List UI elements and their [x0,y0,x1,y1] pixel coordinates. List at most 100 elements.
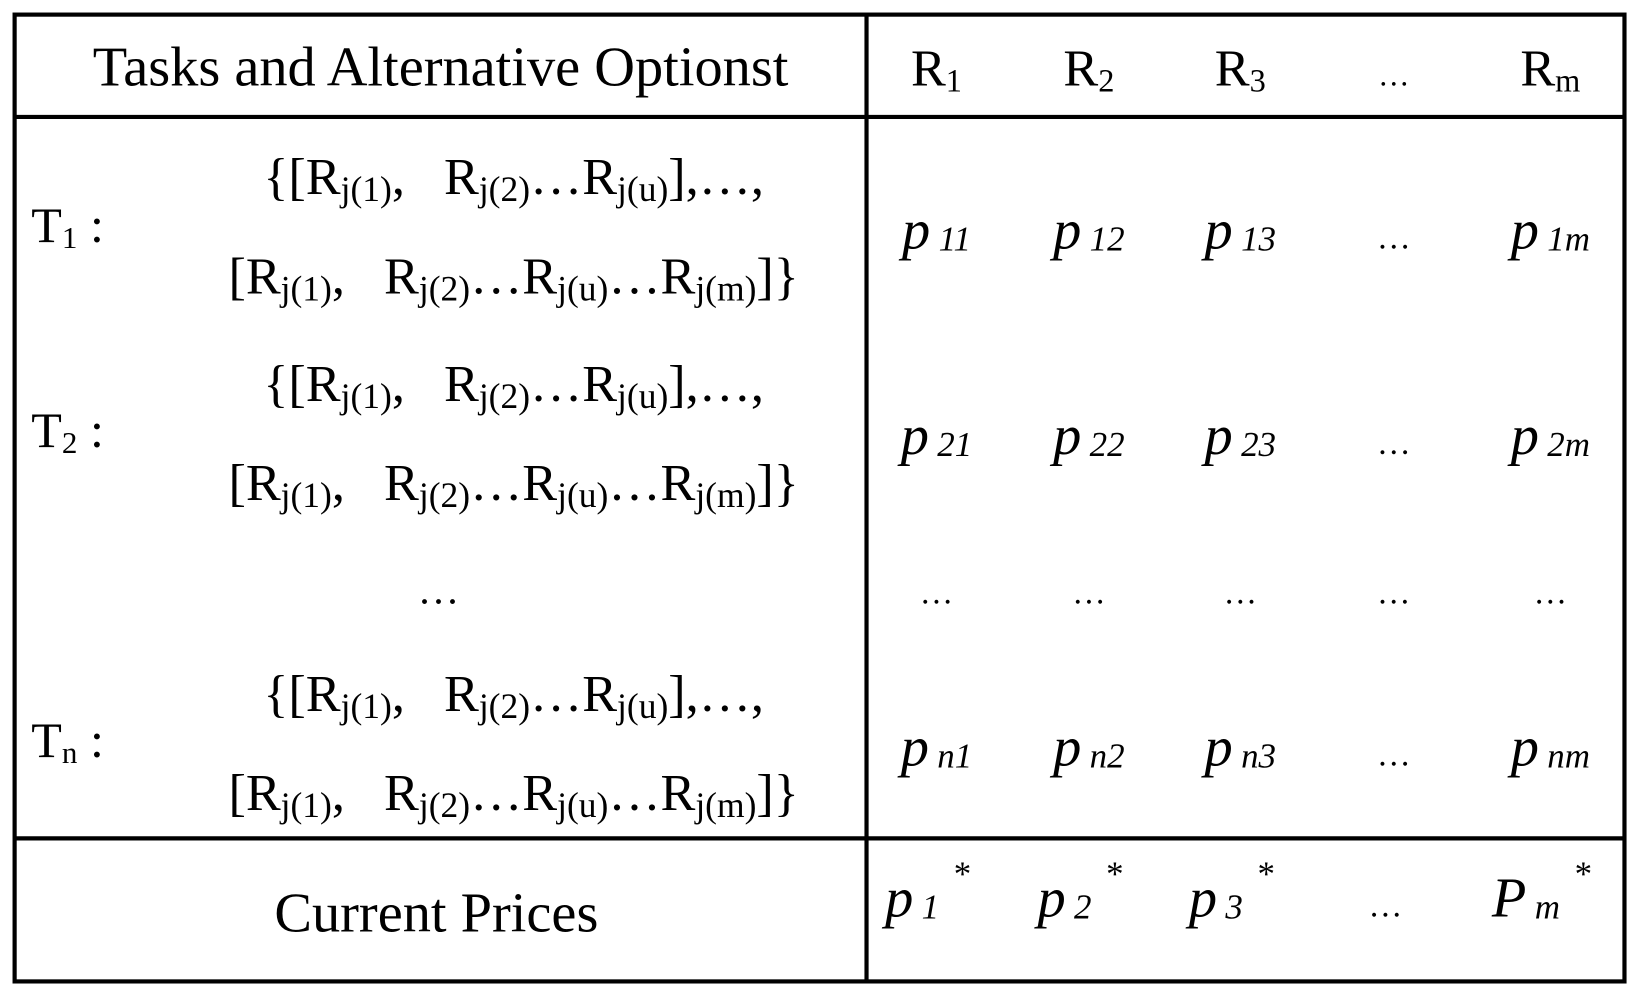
price-base: p [1201,716,1233,778]
price: … [1377,219,1411,256]
resource-header-sub: 2 [1098,63,1114,99]
resource-header-sub: 3 [1250,63,1266,99]
option-text: ],…, [668,355,764,413]
table-border [12,12,1627,984]
price-sub: nm [1547,736,1590,775]
price-sub: n3 [1241,736,1276,775]
option-text: …R [608,247,695,305]
option-sub: j(1) [279,785,332,825]
price-base: … [1377,736,1411,773]
price: p 12 [1049,199,1124,261]
price-sub: 1m [1547,220,1590,259]
task-label-sub: 2 [62,425,78,460]
task-label-base: T [31,197,62,253]
price-base: p [1049,199,1081,261]
current-price-sub: m [1535,888,1560,927]
current-price-base: P [1491,868,1526,930]
task-label: T2: [31,402,104,460]
option-text: , R [332,454,419,512]
option-text: …R [530,665,617,723]
price: p 11 [898,199,971,261]
option-text: , R [392,148,479,206]
price: p 13 [1201,199,1276,261]
ellipsis: … [1534,574,1567,611]
ellipsis: … [418,567,460,613]
option-text: …R [608,454,695,512]
option-sub: j(1) [339,686,392,726]
current-price-sub: 3 [1224,888,1242,927]
price: p 21 [897,405,972,467]
task-label-base: T [31,712,62,768]
resource-header-sub: m [1555,63,1580,99]
option-line: {[Rj(1), Rj(2)…Rj(u)],…, [263,148,764,209]
task-label-sub: 1 [62,220,78,255]
price-base: p [897,405,929,467]
option-sub: j(2) [417,269,470,309]
option-text: , R [332,247,419,305]
task-label-after: : [90,712,104,768]
resource-header-base: R [911,40,946,98]
option-text: ],…, [668,148,764,206]
price-base: p [1507,405,1539,467]
price-sub: n1 [937,736,972,775]
price-sub: 11 [939,220,971,259]
resource-header-base: … [1378,58,1409,93]
price: p 23 [1201,405,1276,467]
price-sub: n2 [1090,736,1125,775]
price: … [1377,736,1411,773]
price-base: p [1507,199,1539,261]
price: p nm [1507,716,1590,778]
resource-header: Rm [1520,40,1580,99]
resource-header-base: R [1215,40,1250,98]
option-text: ],…, [668,665,764,723]
option-line: {[Rj(1), Rj(2)…Rj(u)],…, [263,665,764,726]
option-text: …R [530,355,617,413]
price-sub: 23 [1241,425,1276,464]
option-sub: j(2) [477,169,530,209]
price-sub: 12 [1090,220,1125,259]
resource-header: R1 [911,40,962,99]
current-price: p 3 * [1185,854,1275,929]
current-price-sub: 1 [922,888,939,927]
option-sub: j(1) [339,169,392,209]
price-base: p [898,199,930,261]
option-sub: j(2) [417,475,470,515]
price-base: p [897,716,929,778]
price: p n2 [1049,716,1124,778]
option-text: …R [530,148,617,206]
option-text: , R [392,665,479,723]
current-price: p 2 * [1033,854,1123,929]
resource-header: … [1378,58,1409,93]
option-text: [R [228,454,280,512]
ellipsis: … [1377,574,1410,611]
option-line: [Rj(1), Rj(2)…Rj(u)…Rj(m)]} [228,247,798,308]
option-sub: j(1) [339,376,392,416]
current-price-sub: 2 [1074,888,1091,927]
current-price-sup: * [1258,854,1275,893]
price: p 22 [1049,405,1124,467]
task-label-after: : [90,402,104,458]
header-title: Tasks and Alternative Optionst [93,37,789,99]
current-price-sup: * [1106,854,1123,893]
price-base: p [1049,405,1081,467]
task-label: T1: [31,197,104,255]
resource-header-sub: 1 [946,63,962,99]
price-base: … [1377,219,1411,256]
ellipsis: … [920,574,953,611]
current-price-base: p [1033,868,1065,930]
price: p n3 [1201,716,1276,778]
task-label-sub: n [62,735,78,770]
option-sub: j(u) [615,686,668,726]
price-base: p [1507,716,1539,778]
resource-header-base: R [1063,40,1098,98]
option-sub: j(u) [555,475,608,515]
option-sub: j(2) [477,686,530,726]
option-text: …R [608,764,695,822]
option-text: {[R [263,148,340,206]
option-sub: j(1) [279,475,332,515]
option-sub: j(2) [417,785,470,825]
option-sub: j(1) [279,269,332,309]
